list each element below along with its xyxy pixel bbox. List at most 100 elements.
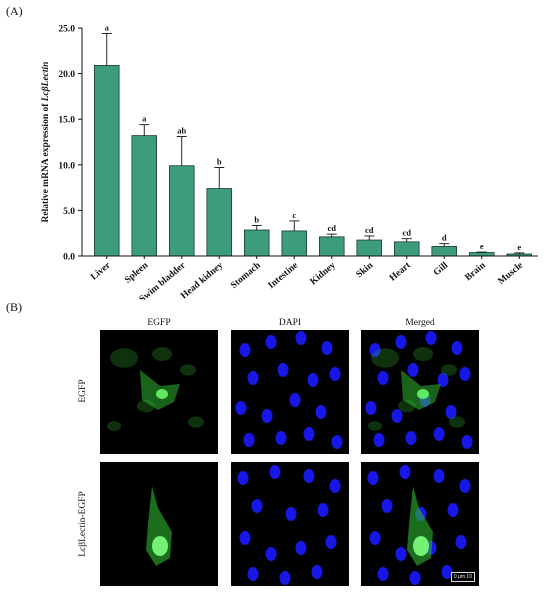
row-label-egfp: EGFP — [78, 379, 88, 403]
nucleus — [265, 335, 277, 349]
cell-signal — [152, 347, 172, 361]
bar-brain — [468, 252, 495, 257]
bar-stomach — [243, 229, 270, 257]
y-tick-label: 0.0 — [63, 253, 75, 263]
significance-letter: ab — [177, 126, 186, 136]
x-tick-label: Kidney — [309, 260, 338, 287]
significance-letter: e — [517, 242, 521, 252]
image-lectin-dapi — [231, 462, 349, 586]
nucleus — [459, 479, 471, 493]
y-axis: 0.0 5.0 10.0 15.0 20.0 25.0 — [58, 25, 83, 263]
y-tick-label: 25.0 — [58, 25, 75, 35]
nucleus — [437, 373, 449, 387]
significance-letter: cd — [365, 225, 374, 235]
image-egfp-dapi — [231, 330, 349, 454]
nucleus — [395, 335, 407, 349]
cell-signal — [368, 421, 382, 431]
x-tick-label: Head kidney — [179, 260, 225, 300]
nucleus — [445, 405, 457, 419]
x-tick-label: Spleen — [123, 260, 151, 285]
nucleus — [317, 503, 329, 517]
cell-nucleus-signal — [413, 536, 429, 556]
significance-letter: a — [105, 22, 110, 32]
nucleus — [251, 499, 263, 513]
nucleus — [303, 427, 315, 441]
nucleus — [433, 427, 445, 441]
cell-nucleus-signal — [156, 389, 168, 399]
cell-signal — [110, 348, 138, 368]
row-label-lectin-egfp: LcβLectin-EGFP — [78, 491, 88, 557]
nucleus — [407, 363, 419, 377]
significance-letter: a — [142, 114, 147, 124]
bar-intestine — [281, 230, 308, 257]
nucleus — [237, 471, 249, 485]
cell-signal — [107, 421, 121, 431]
x-tick-label: Heart — [388, 260, 413, 283]
nucleus — [235, 401, 247, 415]
nucleus — [295, 541, 307, 555]
column-header-dapi: DAPI — [278, 318, 302, 328]
bars: a a ab b b c cd cd cd d e e — [93, 22, 533, 257]
x-tick-label: Stomach — [229, 260, 263, 291]
bar-spleen — [131, 135, 158, 257]
nucleus — [307, 373, 319, 387]
cell-signal — [180, 364, 196, 376]
y-tick-label: 20.0 — [58, 70, 75, 80]
nucleus — [441, 565, 453, 579]
y-tick-label: 10.0 — [58, 161, 75, 171]
cell-nucleus-signal — [152, 536, 168, 556]
panel-a-label: (A) — [6, 4, 23, 18]
y-tick-label: 15.0 — [58, 116, 75, 126]
nucleus — [277, 363, 289, 377]
nucleus — [373, 433, 385, 447]
significance-letter: cd — [403, 228, 412, 238]
x-tick-label: Liver — [89, 260, 113, 282]
nucleus — [455, 535, 467, 549]
nucleus — [303, 469, 315, 483]
nucleus — [321, 341, 333, 355]
nucleus — [395, 547, 407, 561]
nucleus — [459, 367, 471, 381]
cell-nucleus-signal — [417, 389, 429, 399]
x-tick-label: Gill — [432, 260, 450, 278]
nucleus — [447, 503, 459, 517]
nucleus — [247, 371, 259, 385]
nucleus — [269, 465, 281, 479]
nucleus — [391, 409, 403, 423]
bar-skin — [356, 239, 383, 257]
y-axis-label: Relative mRNA expression of LcβLectin — [41, 62, 51, 223]
nucleus — [377, 371, 389, 385]
nucleus — [331, 435, 343, 449]
nucleus — [377, 567, 389, 581]
significance-letter: d — [442, 233, 447, 243]
x-tick-label: Brain — [463, 260, 488, 283]
image-egfp-egfp — [100, 330, 218, 454]
nucleus — [275, 431, 287, 445]
significance-letter: e — [480, 241, 484, 251]
nucleus — [239, 531, 251, 545]
nucleus — [265, 547, 277, 561]
nucleus — [399, 465, 411, 479]
cell-signal — [371, 348, 399, 368]
cell-signal — [188, 416, 204, 428]
nucleus — [279, 571, 291, 585]
bar-liver — [93, 64, 120, 257]
nucleus — [367, 471, 379, 485]
nucleus — [289, 393, 301, 407]
nucleus — [329, 479, 341, 493]
bar-swim-bladder — [168, 165, 195, 257]
nucleus — [451, 341, 463, 355]
cell-signal — [441, 364, 457, 376]
image-egfp-merged — [361, 330, 479, 454]
significance-letter: cd — [328, 223, 337, 233]
significance-letter: b — [254, 214, 259, 224]
nucleus — [425, 331, 437, 345]
nucleus — [365, 401, 377, 415]
nucleus — [329, 367, 341, 381]
nucleus — [433, 469, 445, 483]
bar-kidney — [318, 236, 345, 257]
nucleus — [243, 433, 255, 447]
nucleus — [461, 435, 473, 449]
